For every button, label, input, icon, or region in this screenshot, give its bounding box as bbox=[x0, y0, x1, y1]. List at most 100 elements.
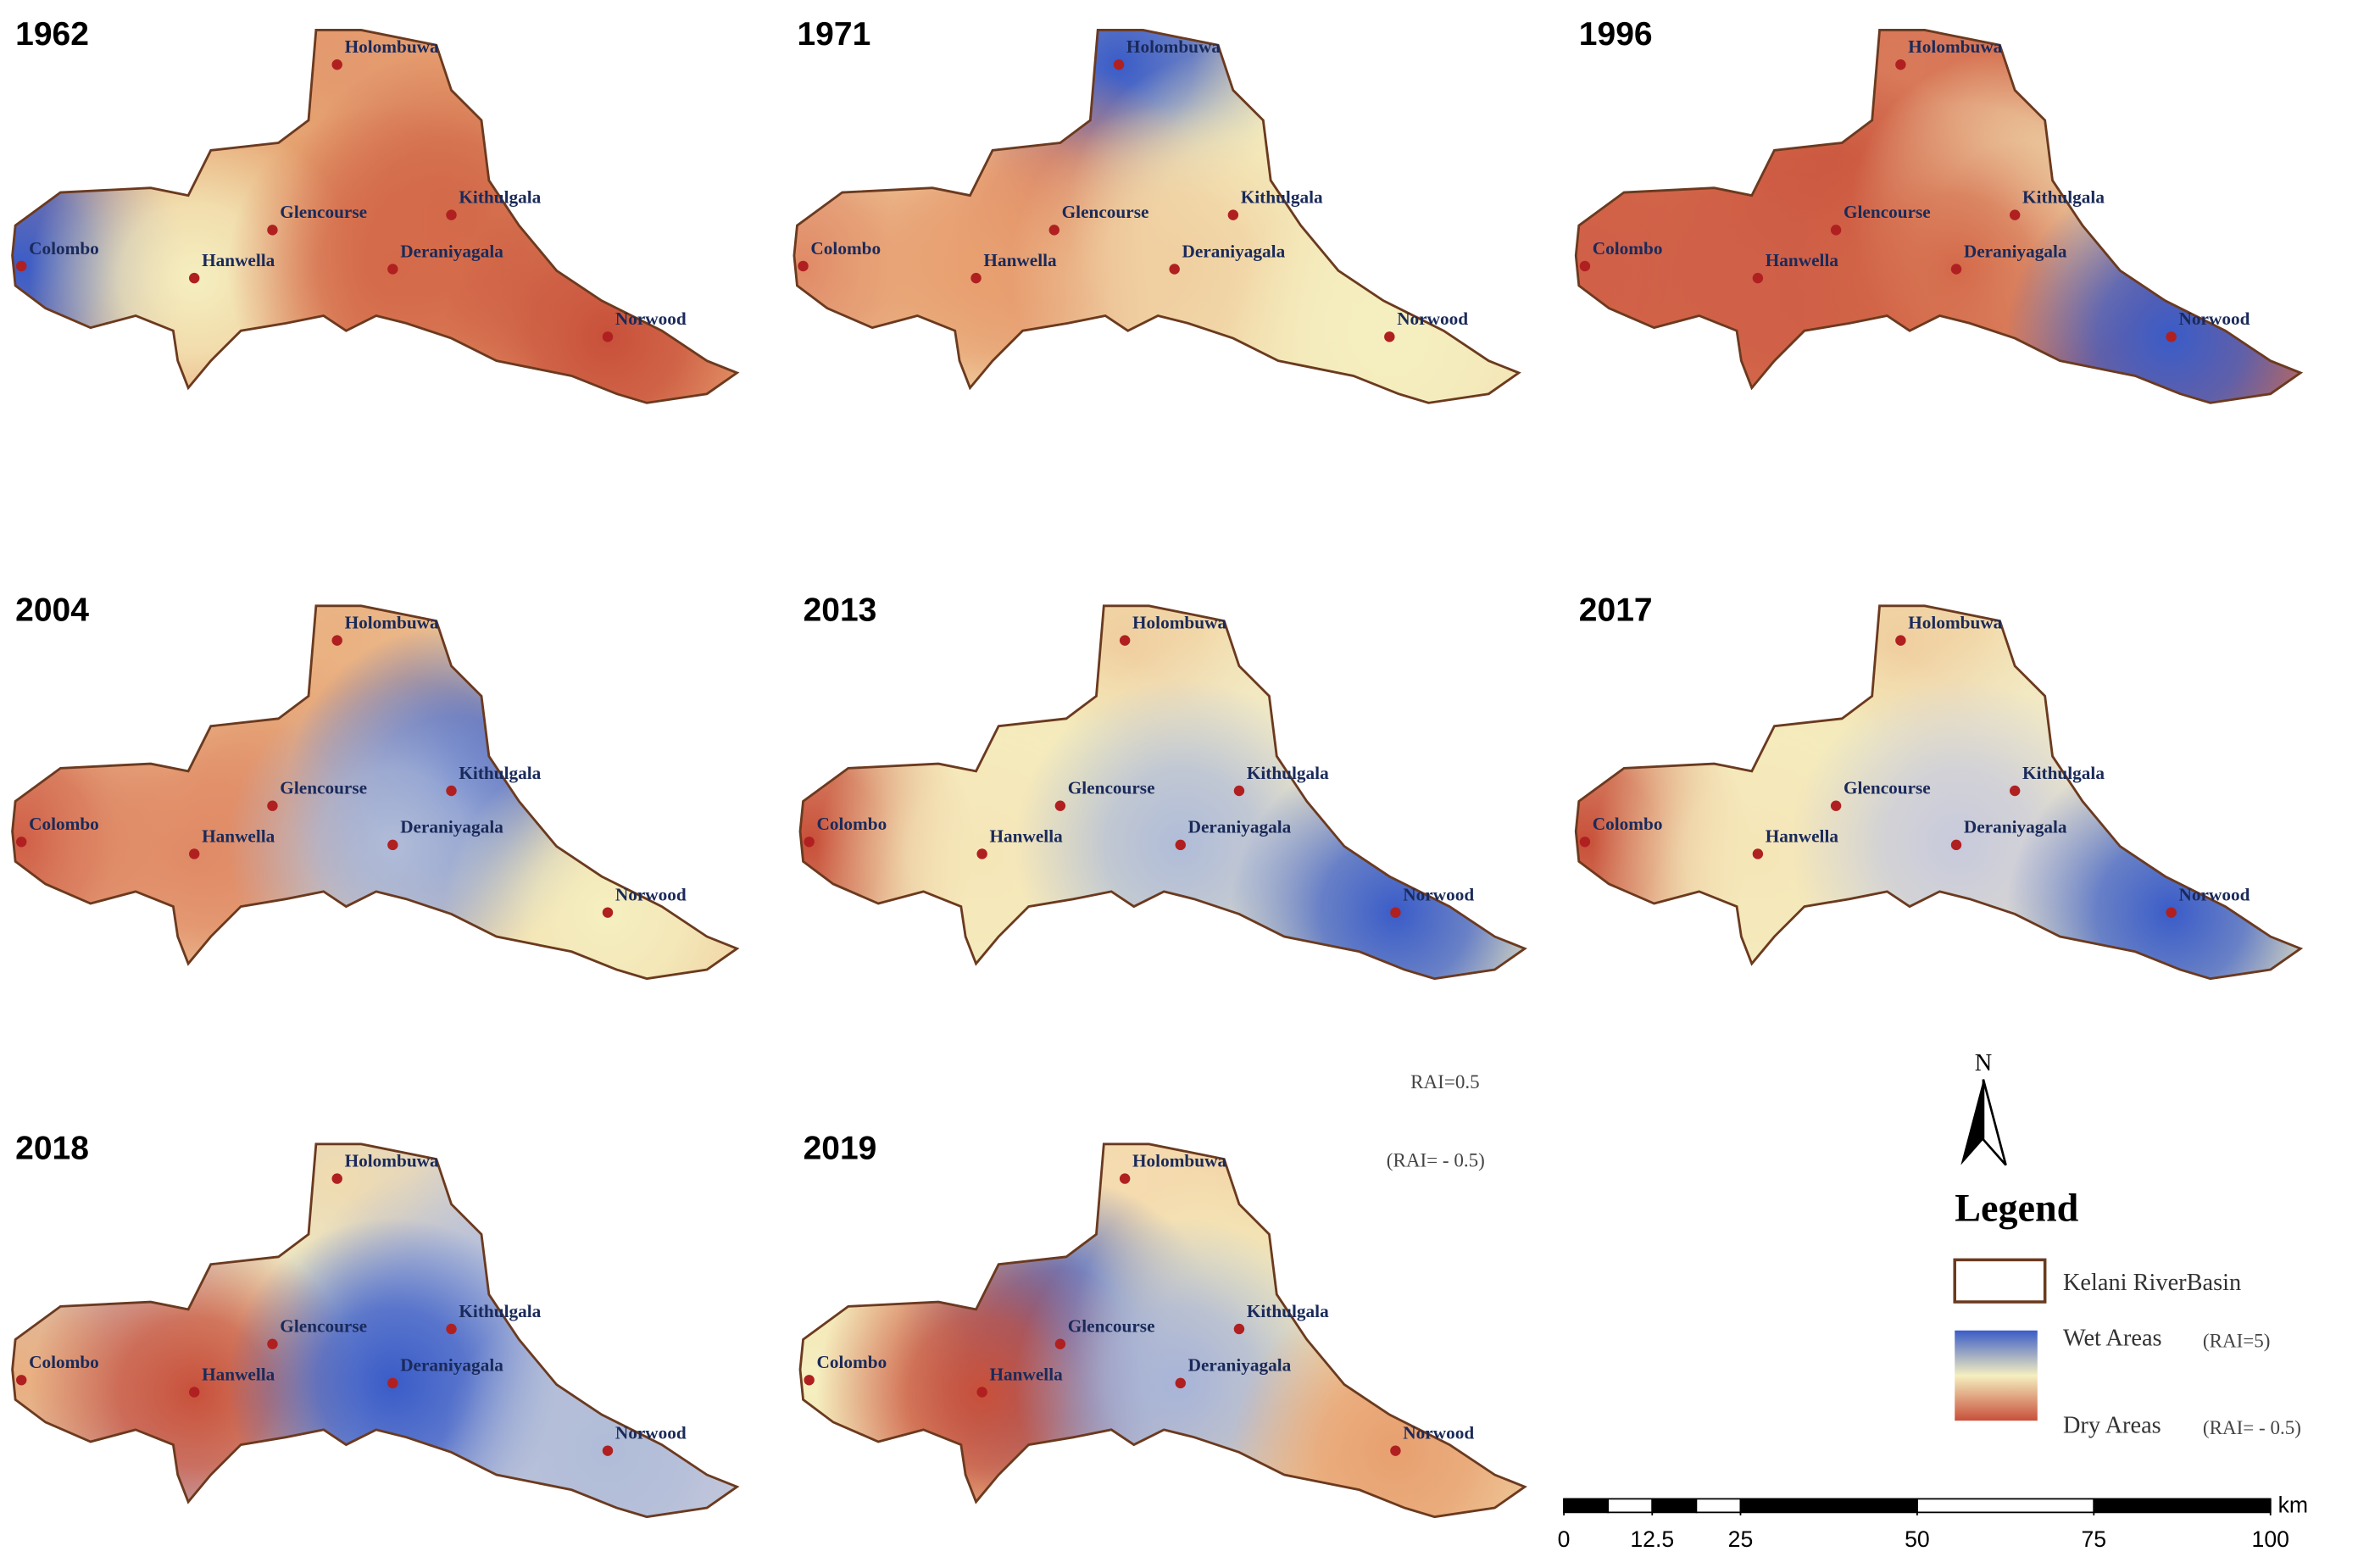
station-label: Glencourse bbox=[280, 1316, 367, 1337]
station-dot bbox=[1119, 635, 1131, 646]
station-dot bbox=[1950, 264, 1962, 275]
scale-segment bbox=[2093, 1498, 2272, 1514]
rai-note: (RAI= - 0.5) bbox=[1387, 1148, 1485, 1170]
station-dot bbox=[1895, 635, 1906, 646]
scale-segment bbox=[1607, 1498, 1654, 1514]
station-dot bbox=[1579, 837, 1591, 848]
station-label: Colombo bbox=[29, 814, 99, 834]
station-label: Colombo bbox=[817, 814, 887, 834]
scale-tick-label: 0 bbox=[1558, 1526, 1571, 1552]
station-dot bbox=[1390, 1445, 1401, 1456]
station-label: Norwood bbox=[615, 884, 687, 904]
legend-label: (RAI= - 0.5) bbox=[2203, 1416, 2301, 1438]
basin-outline bbox=[1574, 29, 2304, 404]
rai-surface bbox=[1576, 30, 2301, 403]
panel-year: 2013 bbox=[804, 592, 877, 629]
station-label: Norwood bbox=[615, 309, 687, 329]
scale-unit: km bbox=[2278, 1492, 2308, 1517]
basin-outline bbox=[11, 604, 740, 981]
station-label: Glencourse bbox=[1062, 202, 1149, 222]
station-dot bbox=[976, 848, 987, 859]
station-label: Holombuwa bbox=[1908, 612, 2002, 632]
station-label: Deraniyagala bbox=[1188, 1355, 1292, 1376]
basin-outline bbox=[11, 1143, 740, 1519]
panel-year: 1996 bbox=[1579, 16, 1653, 53]
scale-tick-label: 25 bbox=[1728, 1526, 1754, 1552]
station-label: Hanwella bbox=[1766, 250, 1839, 270]
station-label: Holombuwa bbox=[345, 36, 439, 57]
station-dot bbox=[446, 1323, 457, 1335]
station-label: Deraniyagala bbox=[400, 817, 503, 837]
station-dot bbox=[602, 1445, 614, 1456]
station-label: Colombo bbox=[810, 238, 881, 259]
station-label: Holombuwa bbox=[345, 1150, 439, 1170]
station-label: Hanwella bbox=[990, 1364, 1064, 1384]
station-label: Norwood bbox=[2179, 309, 2250, 329]
station-dot bbox=[1752, 272, 1764, 284]
panel-year: 1962 bbox=[15, 16, 89, 53]
legend-label: Kelani RiverBasin bbox=[2063, 1270, 2241, 1296]
rai-surface bbox=[12, 1143, 737, 1517]
station-label: Norwood bbox=[2179, 884, 2250, 904]
station-label: Colombo bbox=[817, 1352, 887, 1372]
rai-surface bbox=[800, 605, 1525, 979]
station-label: Kithulgala bbox=[459, 186, 541, 207]
station-dot bbox=[1579, 260, 1591, 272]
station-dot bbox=[1950, 839, 1962, 851]
panel-year: 1971 bbox=[797, 16, 870, 53]
station-dot bbox=[16, 1375, 27, 1386]
scale-segment bbox=[1651, 1498, 1698, 1514]
station-dot bbox=[188, 1387, 200, 1398]
station-label: Norwood bbox=[1397, 309, 1468, 329]
station-label: Kithulgala bbox=[459, 1301, 541, 1321]
station-label: Hanwella bbox=[202, 1364, 275, 1384]
station-dot bbox=[188, 848, 200, 859]
rai-surface bbox=[800, 1143, 1525, 1517]
station-dot bbox=[1227, 209, 1239, 220]
basin-outline bbox=[792, 29, 1521, 404]
station-label: Deraniyagala bbox=[400, 241, 503, 261]
station-label: Colombo bbox=[29, 1352, 99, 1372]
basin-outline bbox=[11, 29, 740, 404]
station-label: Kithulgala bbox=[2022, 186, 2105, 207]
scale-segment bbox=[1563, 1498, 1610, 1514]
station-label: Kithulgala bbox=[1247, 763, 1329, 783]
station-dot bbox=[1119, 1173, 1131, 1184]
map-panel: 2019 Holombuwa Glencourse Kithulgala Colombo… bbox=[798, 1131, 1527, 1519]
station-dot bbox=[1054, 800, 1066, 811]
station-dot bbox=[1233, 785, 1245, 797]
station-dot bbox=[970, 272, 982, 284]
station-dot bbox=[1169, 264, 1180, 275]
station-label: Hanwella bbox=[1766, 826, 1839, 846]
station-label: Colombo bbox=[1593, 238, 1663, 259]
rai-surface bbox=[12, 605, 737, 979]
station-dot bbox=[1113, 59, 1125, 70]
station-dot bbox=[267, 800, 278, 811]
scale-segment bbox=[1695, 1498, 1742, 1514]
station-dot bbox=[976, 1387, 987, 1398]
panel-year: 2018 bbox=[15, 1131, 89, 1167]
station-dot bbox=[2166, 907, 2177, 918]
station-label: Deraniyagala bbox=[400, 1355, 503, 1376]
station-dot bbox=[1830, 800, 1842, 811]
station-dot bbox=[798, 260, 809, 272]
map-panel: 2004 Holombuwa Glencourse Kithulgala Colombo… bbox=[11, 592, 740, 981]
scale-tick-label: 50 bbox=[1905, 1526, 1930, 1552]
map-panel: 1962 Holombuwa Glencourse Kithulgala Colombo… bbox=[11, 16, 740, 404]
station-label: Kithulgala bbox=[459, 763, 541, 783]
station-label: Norwood bbox=[1403, 1422, 1474, 1443]
station-label: Kithulgala bbox=[1247, 1301, 1329, 1321]
station-dot bbox=[1830, 225, 1842, 236]
station-label: Hanwella bbox=[990, 826, 1064, 846]
station-dot bbox=[267, 1338, 278, 1349]
basin-swatch bbox=[1953, 1258, 2047, 1304]
station-dot bbox=[446, 785, 457, 797]
map-panel: 2013 Holombuwa Glencourse Kithulgala Colombo… bbox=[798, 592, 1527, 981]
panel-year: 2004 bbox=[15, 592, 89, 629]
station-label: Kithulgala bbox=[1241, 186, 1323, 207]
station-dot bbox=[602, 907, 614, 918]
station-dot bbox=[446, 209, 457, 220]
legend-label: (RAI=5) bbox=[2203, 1329, 2271, 1351]
station-label: Holombuwa bbox=[345, 612, 439, 632]
